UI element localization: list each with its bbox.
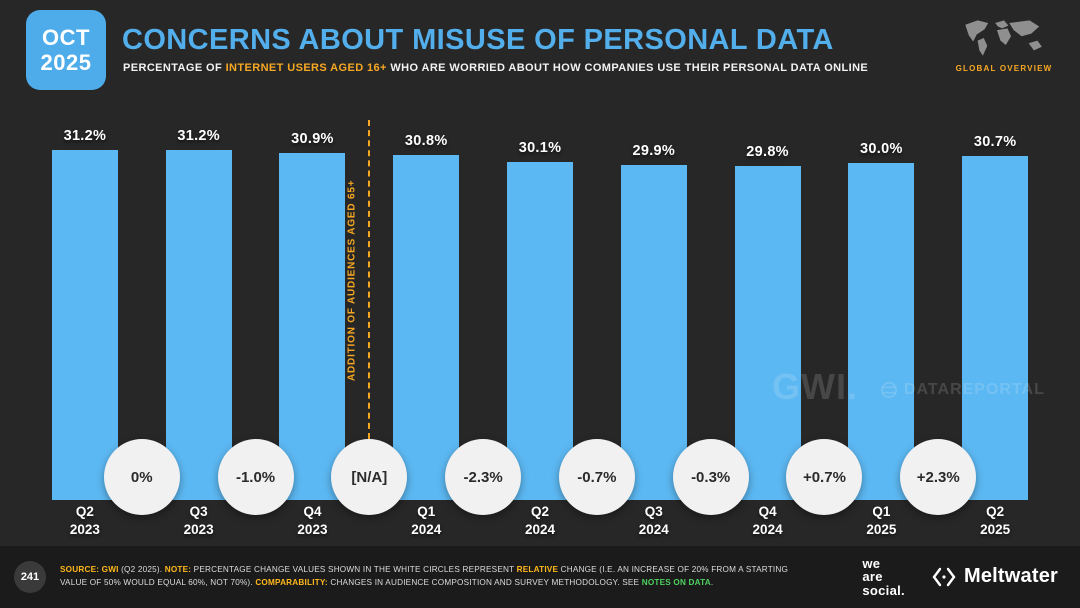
notes-segment: CHANGES IN AUDIENCE COMPOSITION AND SURV… [330, 578, 642, 587]
change-circle: +2.3% [900, 439, 977, 515]
global-overview: GLOBAL OVERVIEW [952, 16, 1056, 73]
x-axis-label: Q4 2024 [752, 504, 783, 537]
bar-column: 30.9% [256, 122, 370, 500]
bar-value-label: 30.8% [404, 132, 448, 149]
bar [51, 150, 118, 500]
change-circle: [N/A] [331, 439, 408, 515]
bar-column: 31.2% [142, 122, 256, 500]
x-axis-label: Q2 2025 [980, 504, 1011, 537]
world-map-icon [965, 20, 1042, 56]
bar-column: 29.9% [597, 122, 711, 500]
notes-segment: (Q2 2025). [118, 565, 165, 575]
bar-column: 30.1% [483, 122, 597, 500]
bar [507, 162, 574, 500]
bar-value-label: 30.7% [973, 133, 1017, 150]
notes-segment: COMPARABILITY: [255, 578, 331, 587]
notes-on-data-link[interactable]: NOTES ON DATA [641, 578, 711, 587]
date-badge: OCT 2025 [26, 10, 106, 90]
subtitle: PERCENTAGE OF INTERNET USERS AGED 16+ WH… [123, 62, 868, 74]
x-axis-label: Q1 2024 [411, 504, 442, 537]
bars-row: 31.2% 31.2% 30.9% 30.8% 30.1% 29.9% 29.8% 30.0%… [28, 122, 1052, 500]
change-circle: -1.0% [217, 439, 294, 515]
datareportal-watermark: DATAREPORTAL [880, 381, 1045, 399]
notes-segment: PERCENTAGE CHANGE VALUES SHOWN IN THE WH… [193, 565, 517, 575]
bar-column: 30.8% [369, 122, 483, 500]
x-axis-label: Q3 2024 [638, 504, 669, 537]
bar [279, 153, 346, 500]
badge-year: 2025 [40, 50, 92, 75]
annotation-label: ADDITION OF AUDIENCES AGED 65+ [346, 179, 358, 382]
notes-segment: NOTE: [164, 565, 194, 575]
x-axis-label: Q3 2023 [183, 504, 214, 537]
subtitle-highlight: INTERNET USERS AGED 16+ [225, 62, 387, 74]
bar-value-label: 29.9% [632, 142, 676, 159]
notes-segment: GWI [101, 565, 119, 575]
x-axis-labels: Q2 2023 Q3 2023 Q4 2023 Q1 2024 Q2 2024 Q3 20… [28, 503, 1052, 538]
brand-logos: we are social. Meltwater [862, 555, 1058, 598]
change-circle: 0% [103, 439, 180, 515]
meltwater-logo: Meltwater [931, 565, 1058, 589]
x-axis-label: Q2 2024 [524, 504, 556, 537]
badge-month: OCT [42, 24, 90, 50]
bar-value-label: 30.1% [518, 140, 562, 157]
x-axis-label: Q1 2025 [866, 504, 897, 537]
was-line-3: social. [862, 582, 905, 598]
change-circle: +0.7% [786, 439, 863, 515]
gwi-watermark: GWI. [772, 366, 858, 407]
global-overview-label: GLOBAL OVERVIEW [955, 64, 1053, 73]
datareportal-icon [880, 381, 898, 399]
bar [393, 154, 460, 500]
change-circle: -0.7% [558, 439, 635, 515]
change-circle: -0.3% [672, 439, 749, 515]
footer: 241 SOURCE: GWI (Q2 2025). NOTE: PERCENT… [0, 546, 1080, 608]
annotation-divider-line [368, 120, 371, 439]
page-title: CONCERNS ABOUT MISUSE OF PERSONAL DATA [122, 24, 834, 56]
bar-column: 29.8% [711, 122, 825, 500]
bar-column: 30.7% [938, 122, 1052, 500]
change-circle: -2.3% [445, 439, 522, 515]
notes-segment: SOURCE: [60, 565, 102, 575]
notes-segment: . [710, 578, 714, 587]
page-number: 241 [14, 561, 46, 593]
bar-value-label: 30.0% [860, 141, 903, 158]
bar-column: 30.0% [824, 122, 938, 500]
datareportal-text: DATAREPORTAL [904, 381, 1045, 398]
bar-column: 31.2% [28, 122, 142, 500]
source-notes: SOURCE: GWI (Q2 2025). NOTE: PERCENTAGE … [60, 564, 808, 589]
bar [620, 164, 687, 500]
subtitle-prefix: PERCENTAGE OF [123, 62, 226, 74]
bar-value-label: 31.2% [63, 128, 107, 144]
bar [165, 150, 232, 500]
bar [848, 163, 915, 500]
bar [962, 155, 1029, 500]
notes-segment: CHANGE (I.E. AN INCREASE OF 20% FROM A S… [60, 565, 789, 587]
bar-value-label: 31.2% [177, 128, 220, 144]
bar [734, 165, 801, 500]
meltwater-text: Meltwater [963, 565, 1058, 588]
was-line-1: we [862, 555, 881, 571]
bar-value-label: 30.9% [291, 131, 334, 148]
bar-chart: 31.2% 31.2% 30.9% 30.8% 30.1% 29.9% 29.8% 30.0%… [28, 120, 1052, 515]
x-axis-label: Q2 2023 [69, 504, 100, 537]
was-line-2: are [862, 569, 883, 585]
we-are-social-logo: we are social. [862, 555, 905, 598]
notes-segment: RELATIVE [516, 565, 559, 575]
meltwater-icon [932, 567, 956, 587]
x-axis-label: Q4 2023 [297, 504, 328, 537]
bar-value-label: 29.8% [746, 143, 789, 160]
subtitle-suffix: WHO ARE WORRIED ABOUT HOW COMPANIES USE … [386, 62, 869, 74]
